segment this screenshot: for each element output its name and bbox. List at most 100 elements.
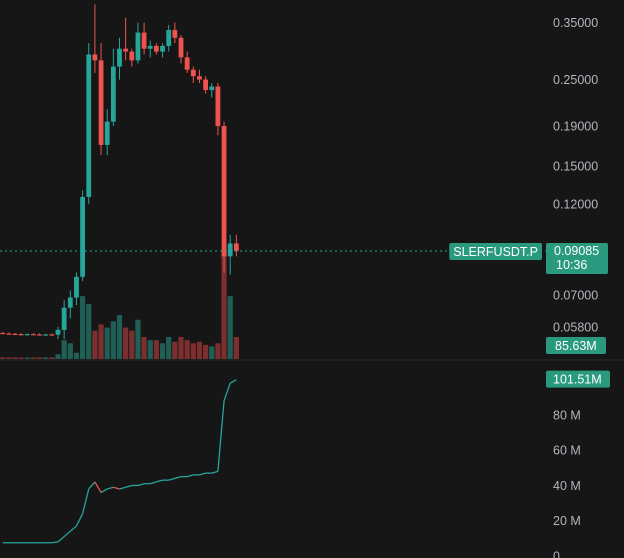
price-tick-label: 0.12000 [553, 197, 598, 211]
line-segment [168, 477, 176, 481]
candle-body [31, 334, 36, 336]
candle [160, 43, 165, 58]
candle [184, 51, 190, 73]
candle [55, 326, 61, 340]
volume-bar [36, 357, 43, 359]
candle-body [184, 57, 190, 70]
volume-bar [30, 357, 36, 359]
line-segment [81, 488, 90, 514]
candle-body [74, 276, 79, 298]
candle [227, 234, 233, 275]
candle [31, 333, 36, 336]
candle [221, 121, 227, 273]
volume-bar [233, 337, 239, 359]
line-segment [88, 481, 96, 490]
candle [135, 22, 141, 64]
line-segment [75, 513, 84, 527]
candle [98, 43, 104, 156]
candle [154, 43, 159, 55]
indicator-tick-label: 60 M [553, 444, 581, 458]
line-segment [156, 479, 163, 483]
candle-body [197, 76, 202, 80]
price-tick-label: 0.07000 [553, 289, 598, 303]
candle-body [203, 79, 208, 91]
volume-bar [227, 296, 233, 359]
volume-bar [80, 296, 86, 359]
volume-bar [190, 343, 196, 359]
line-segment [150, 481, 157, 485]
last-price-label: 0.09085 [554, 244, 599, 258]
volume-bar [123, 327, 129, 359]
price-axis[interactable]: 0.35000 0.25000 0.19000 0.15000 0.12000 0.070… [553, 16, 598, 334]
volume-bar [55, 354, 61, 359]
price-tick-label: 0.15000 [553, 160, 598, 174]
price-tick-label: 0.35000 [553, 16, 598, 30]
candle-body [55, 329, 61, 335]
candle-body [141, 32, 147, 49]
candle [110, 48, 116, 127]
volume-bar [172, 341, 178, 359]
volume-bar [110, 321, 116, 359]
candle-body [0, 332, 6, 335]
candle [209, 83, 215, 98]
candle-body [221, 126, 227, 257]
line-segment [211, 470, 219, 474]
candle [43, 333, 49, 336]
volume-label: 85.63M [555, 339, 597, 353]
line-segment [107, 486, 114, 490]
volume-bar [24, 357, 30, 359]
candle-body [37, 334, 42, 336]
volume-bar [141, 337, 147, 359]
volume-bar [18, 357, 24, 359]
line-segment [69, 525, 77, 532]
indicator-tick-label: 20 M [553, 514, 581, 528]
volume-bar [209, 346, 215, 359]
candle [166, 25, 172, 52]
candle [86, 43, 92, 204]
candle-body [67, 297, 73, 308]
symbol-badge: SLERFUSDT.P [449, 242, 542, 260]
volume-bar [135, 319, 141, 359]
candle-body [117, 48, 122, 67]
candle [190, 66, 196, 84]
line-segment [119, 486, 126, 490]
candle [74, 272, 79, 306]
line-segment [217, 400, 225, 472]
volume-bar [178, 337, 184, 359]
candle [49, 333, 55, 336]
line-segment [100, 488, 108, 494]
candle [117, 37, 122, 80]
volume-bar [116, 315, 123, 359]
candle [24, 333, 30, 336]
volume-bar [67, 343, 73, 359]
volume-bar [166, 337, 172, 359]
candle-body [61, 307, 67, 330]
volume-bar [0, 357, 6, 359]
line-segment [113, 486, 120, 490]
volume-bar [153, 340, 159, 359]
volume-bar [203, 344, 209, 359]
symbol-badge-bg [449, 242, 542, 260]
candle-body [154, 45, 159, 52]
volume-bar [49, 357, 55, 359]
indicator-tick-label: 0 [553, 550, 560, 558]
volume-bar [196, 341, 203, 359]
candle [18, 333, 24, 336]
price-tick-label: 0.05800 [553, 320, 598, 334]
line-segment [174, 476, 182, 480]
candle-body [172, 30, 178, 38]
volume-bar [6, 357, 12, 359]
indicator-value-label: 101.51M [553, 373, 602, 387]
volume-bar [92, 330, 98, 359]
candle-body [160, 45, 165, 52]
candle-body [123, 48, 129, 52]
last-price-badge-bg [546, 242, 608, 274]
candle [233, 234, 239, 257]
candle-body [24, 334, 30, 336]
volume-bar [221, 249, 227, 359]
candle [178, 35, 184, 64]
line-segment [51, 541, 59, 544]
price-tick-label: 0.19000 [553, 120, 598, 134]
indicator-axis[interactable]: 80 M 60 M 40 M 20 M 0 [553, 408, 581, 558]
